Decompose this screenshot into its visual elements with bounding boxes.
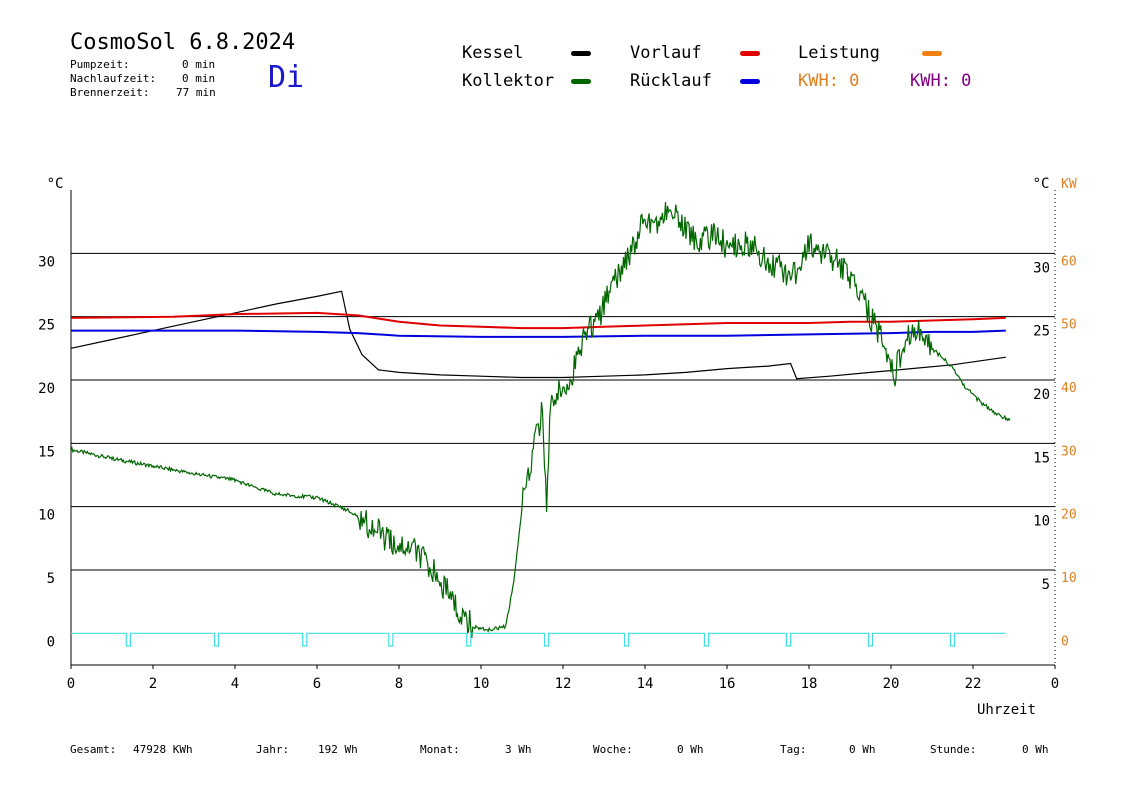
x-tick-label-12: 0 [1051, 676, 1059, 692]
footer-tag-value: 0 Wh [849, 743, 876, 756]
legend-vorlauf-label: Vorlauf [630, 43, 702, 63]
footer-stunde-label: Stunde: [930, 743, 977, 756]
y-kw-tick-label-30: 30 [1061, 444, 1077, 459]
legend-kollektor-swatch [571, 79, 591, 84]
y-right-tick-label-30: 30 [1033, 260, 1050, 276]
footer-jahr-value: 192 Wh [318, 743, 358, 756]
y-kw-unit: KW [1061, 177, 1077, 192]
legend-kwh-2: KWH: 0 [910, 71, 972, 91]
x-tick-label-0: 0 [67, 676, 75, 692]
y-left-tick-label-0: 0 [47, 634, 55, 650]
weekday-label: Di [268, 60, 305, 95]
y-right-tick-label-15: 15 [1033, 450, 1050, 466]
y-left-tick-label-15: 15 [38, 444, 55, 460]
y-left-tick-label-20: 20 [38, 381, 55, 397]
series-vorlauf [70, 311, 1006, 330]
y-left-tick-label-30: 30 [38, 254, 55, 270]
series-leistung [71, 632, 1006, 647]
legend-ruecklauf-label: Rücklauf [630, 71, 712, 91]
y-kw-tick-label-60: 60 [1061, 254, 1077, 269]
y-kw-tick-label-20: 20 [1061, 508, 1077, 523]
y-right-tick-label-20: 20 [1033, 387, 1050, 403]
y-kw-tick-label-40: 40 [1061, 381, 1077, 396]
series-kessel [70, 290, 1006, 380]
y-right-tick-label-5: 5 [1042, 577, 1050, 593]
x-tick-label-1: 2 [149, 676, 157, 692]
footer-tag-label: Tag: [780, 743, 807, 756]
x-tick-label-7: 14 [637, 676, 654, 692]
stat-value-brennerzeit: 77 min [176, 86, 216, 99]
y-left-tick-label-5: 5 [47, 571, 55, 587]
y-kw-tick-label-10: 10 [1061, 571, 1077, 586]
x-tick-label-5: 10 [473, 676, 490, 692]
legend-leistung-label: Leistung [798, 43, 880, 63]
stat-value-nachlaufzeit: 0 min [182, 72, 216, 85]
x-tick-label-4: 8 [395, 676, 403, 692]
page-title: CosmoSol 6.8.2024 [70, 30, 296, 55]
legend-leistung-swatch [922, 51, 942, 56]
footer-gesamt-label: Gesamt: [70, 743, 117, 756]
y-left-tick-label-10: 10 [38, 508, 55, 524]
footer-woche-label: Woche: [593, 743, 633, 756]
footer-woche-value: 0 Wh [677, 743, 704, 756]
stat-label-brennerzeit: Brennerzeit: [70, 86, 150, 99]
y-left-tick-label-25: 25 [38, 318, 55, 334]
y-kw-tick-label-0: 0 [1061, 634, 1069, 649]
series-ruecklauf [71, 329, 1006, 338]
y-right-tick-label-25: 25 [1033, 324, 1050, 340]
x-tick-label-8: 16 [719, 676, 736, 692]
legend-kessel-swatch [571, 51, 591, 56]
footer-jahr-label: Jahr: [256, 743, 290, 756]
legend-kollektor-label: Kollektor [462, 71, 555, 91]
legend-ruecklauf-swatch [740, 79, 760, 84]
x-tick-label-3: 6 [313, 676, 321, 692]
x-axis-title: Uhrzeit [977, 702, 1036, 718]
legend-kwh-1: KWH: 0 [798, 71, 860, 91]
x-tick-label-2: 4 [231, 676, 239, 692]
x-tick-label-10: 20 [883, 676, 900, 692]
y-right-unit: °C [1033, 176, 1050, 192]
x-tick-label-9: 18 [801, 676, 818, 692]
footer-monat-label: Monat: [420, 743, 460, 756]
x-tick-label-6: 12 [555, 676, 572, 692]
y-left-unit: °C [47, 176, 64, 192]
stat-value-pumpzeit: 0 min [182, 58, 216, 71]
footer-monat-value: 3 Wh [505, 743, 532, 756]
legend-kessel-label: Kessel [462, 43, 524, 63]
footer-stunde-value: 0 Wh [1022, 743, 1049, 756]
stat-label-pumpzeit: Pumpzeit: [70, 58, 130, 71]
x-tick-label-11: 22 [965, 676, 982, 692]
y-kw-tick-label-50: 50 [1061, 318, 1077, 333]
legend-vorlauf-swatch [740, 51, 760, 56]
footer-gesamt-value: 47928 KWh [133, 743, 193, 756]
series-kollektor [70, 201, 1011, 638]
y-right-tick-label-10: 10 [1033, 514, 1050, 530]
stat-label-nachlaufzeit: Nachlaufzeit: [70, 72, 157, 85]
